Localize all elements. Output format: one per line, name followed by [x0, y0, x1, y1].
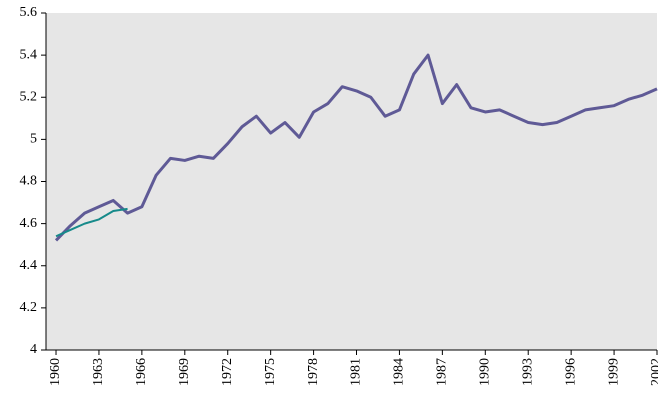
series-line [55, 207, 128, 238]
y-tick-label: 5 [30, 132, 37, 147]
x-tick-label: 1972 [220, 358, 235, 386]
series-line [54, 53, 658, 242]
y-tick-label: 5.6 [20, 5, 38, 20]
x-tick-label: 1978 [306, 358, 321, 386]
x-tick-label: 1981 [349, 358, 364, 386]
y-tick-label: 4.2 [20, 300, 38, 315]
y-tick-label: 5.4 [20, 47, 38, 62]
y-tick-label: 5.2 [20, 89, 38, 104]
x-tick-label: 1975 [263, 358, 278, 386]
x-tick-label: 1993 [520, 358, 535, 386]
x-tick-label: 1960 [48, 358, 63, 386]
y-tick-label: 4.8 [20, 174, 38, 189]
x-tick-label: 1999 [606, 358, 621, 386]
x-tick-label: 1966 [134, 358, 149, 386]
x-tick-label: 1996 [563, 358, 578, 386]
plot-area [46, 13, 657, 350]
y-tick-label: 4.6 [20, 216, 38, 231]
x-tick-label: 1987 [435, 358, 450, 386]
y-tick-label: 4 [30, 342, 37, 357]
x-tick-label: 1963 [91, 358, 106, 386]
y-tick-label: 4.4 [20, 258, 38, 273]
x-tick-label: 2002 [649, 358, 658, 386]
x-tick-label: 1990 [478, 358, 493, 386]
x-tick-label: 1984 [392, 358, 407, 386]
x-tick-label: 1969 [177, 358, 192, 386]
